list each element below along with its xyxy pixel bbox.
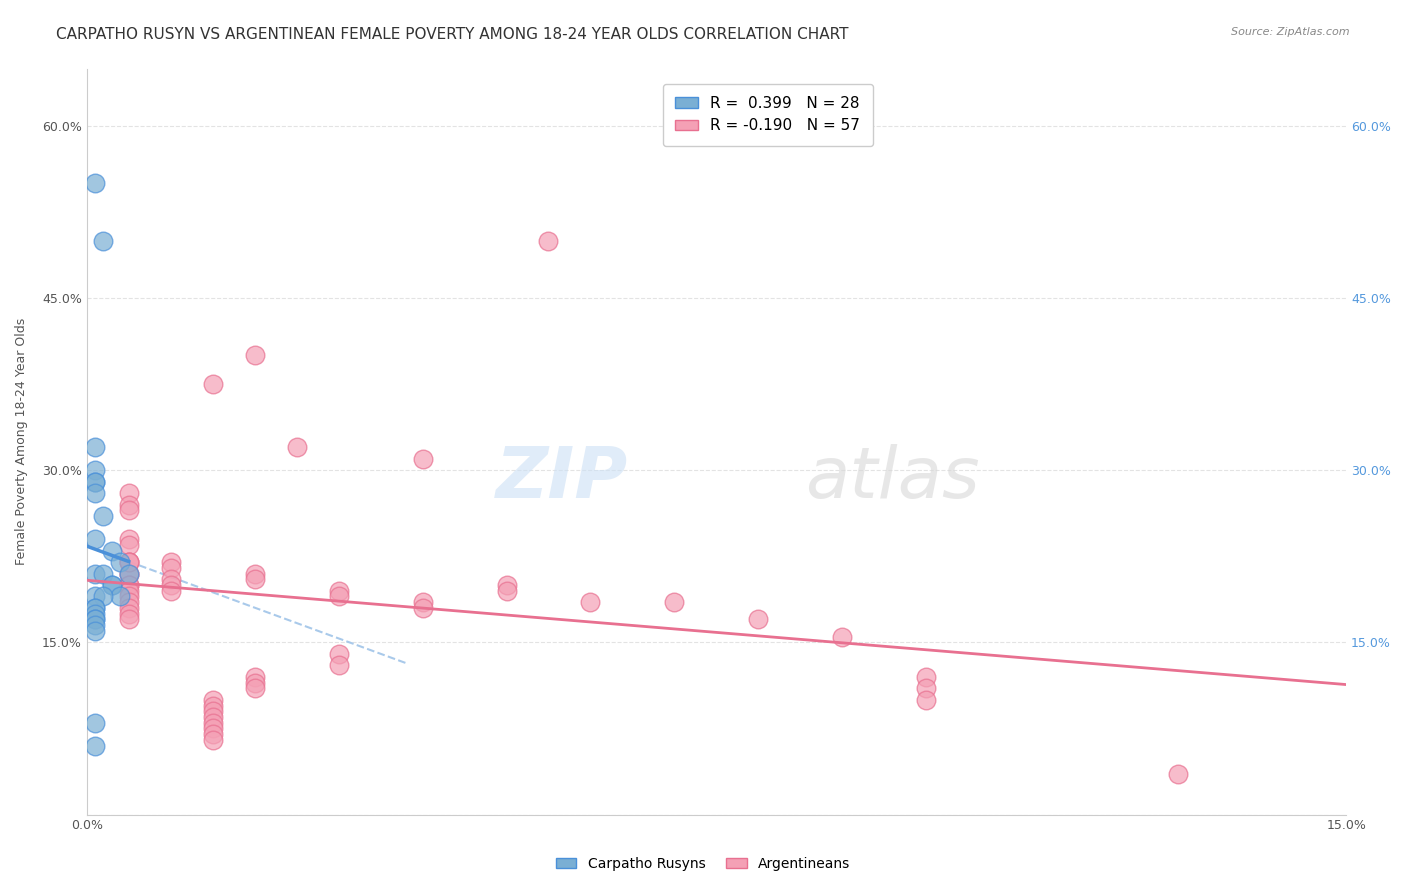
Point — [117, 498, 139, 512]
Point — [110, 555, 132, 569]
Point — [117, 503, 139, 517]
Point — [328, 647, 350, 661]
Point — [117, 601, 139, 615]
Point — [117, 595, 139, 609]
Point — [84, 590, 107, 604]
Text: Source: ZipAtlas.com: Source: ZipAtlas.com — [1232, 27, 1350, 37]
Point — [84, 607, 107, 621]
Point — [243, 348, 266, 362]
Point — [328, 583, 350, 598]
Point — [915, 670, 938, 684]
Point — [495, 583, 517, 598]
Point — [93, 566, 115, 581]
Point — [747, 612, 769, 626]
Point — [117, 486, 139, 500]
Point — [84, 463, 107, 477]
Point — [117, 555, 139, 569]
Point — [243, 681, 266, 696]
Point — [84, 618, 107, 632]
Point — [664, 595, 686, 609]
Point — [201, 733, 224, 747]
Point — [84, 566, 107, 581]
Point — [243, 670, 266, 684]
Point — [117, 555, 139, 569]
Point — [243, 566, 266, 581]
Point — [93, 590, 115, 604]
Point — [117, 566, 139, 581]
Point — [159, 572, 181, 586]
Point — [84, 612, 107, 626]
Point — [110, 590, 132, 604]
Point — [84, 475, 107, 489]
Point — [159, 561, 181, 575]
Point — [117, 607, 139, 621]
Point — [84, 601, 107, 615]
Y-axis label: Female Poverty Among 18-24 Year Olds: Female Poverty Among 18-24 Year Olds — [15, 318, 28, 566]
Point — [101, 578, 124, 592]
Point — [84, 715, 107, 730]
Point — [831, 630, 853, 644]
Point — [159, 555, 181, 569]
Legend: R =  0.399   N = 28, R = -0.190   N = 57: R = 0.399 N = 28, R = -0.190 N = 57 — [664, 84, 873, 145]
Text: CARPATHO RUSYN VS ARGENTINEAN FEMALE POVERTY AMONG 18-24 YEAR OLDS CORRELATION C: CARPATHO RUSYN VS ARGENTINEAN FEMALE POV… — [56, 27, 849, 42]
Point — [117, 578, 139, 592]
Point — [328, 658, 350, 673]
Point — [915, 681, 938, 696]
Point — [101, 543, 124, 558]
Point — [117, 612, 139, 626]
Point — [84, 176, 107, 190]
Text: ZIP: ZIP — [496, 444, 628, 513]
Point — [101, 578, 124, 592]
Point — [201, 727, 224, 741]
Point — [201, 715, 224, 730]
Point — [201, 692, 224, 706]
Point — [243, 675, 266, 690]
Point — [117, 590, 139, 604]
Point — [117, 578, 139, 592]
Legend: Carpatho Rusyns, Argentineans: Carpatho Rusyns, Argentineans — [550, 851, 856, 876]
Point — [201, 704, 224, 718]
Point — [495, 578, 517, 592]
Point — [201, 722, 224, 736]
Point — [84, 612, 107, 626]
Point — [285, 440, 308, 454]
Point — [84, 601, 107, 615]
Point — [412, 451, 434, 466]
Point — [84, 440, 107, 454]
Point — [117, 566, 139, 581]
Point — [117, 532, 139, 546]
Point — [117, 538, 139, 552]
Point — [84, 486, 107, 500]
Point — [117, 583, 139, 598]
Point — [93, 509, 115, 524]
Point — [201, 710, 224, 724]
Point — [537, 234, 560, 248]
Point — [117, 566, 139, 581]
Point — [84, 475, 107, 489]
Point — [84, 532, 107, 546]
Point — [915, 692, 938, 706]
Point — [84, 739, 107, 753]
Point — [93, 234, 115, 248]
Point — [159, 578, 181, 592]
Point — [117, 555, 139, 569]
Point — [1167, 767, 1189, 781]
Point — [579, 595, 602, 609]
Point — [243, 572, 266, 586]
Point — [201, 698, 224, 713]
Point — [328, 590, 350, 604]
Point — [412, 601, 434, 615]
Point — [412, 595, 434, 609]
Point — [201, 377, 224, 392]
Point — [84, 624, 107, 638]
Point — [159, 583, 181, 598]
Text: atlas: atlas — [804, 444, 979, 513]
